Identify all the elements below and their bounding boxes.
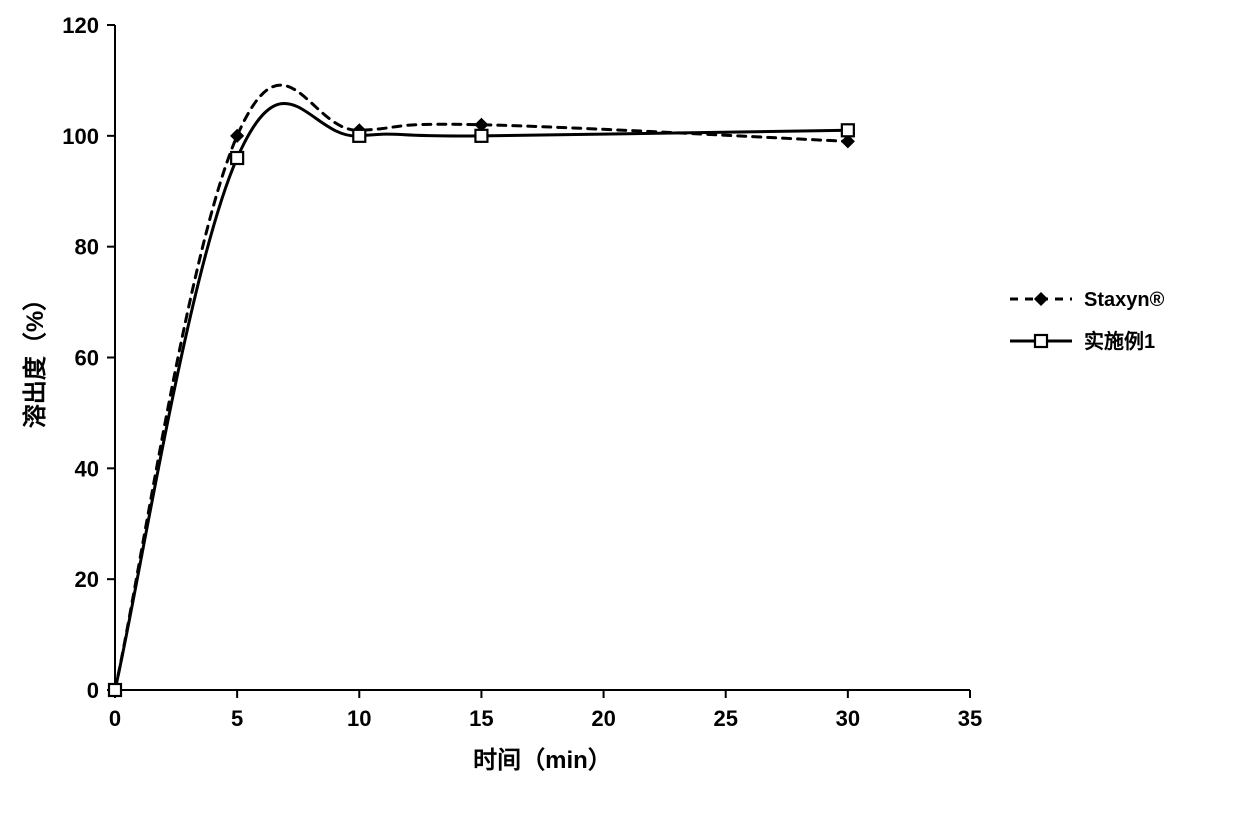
legend: Staxyn® 实施例1: [1010, 289, 1165, 353]
y-tick-label: 120: [62, 13, 99, 38]
y-tick-label: 100: [62, 124, 99, 149]
square-marker: [1035, 335, 1047, 347]
x-tick-label: 5: [231, 706, 243, 731]
y-tick-label: 60: [75, 346, 99, 371]
x-tick-label: 25: [713, 706, 737, 731]
legend-label: 实施例1: [1084, 329, 1155, 353]
square-marker: [109, 684, 121, 696]
dissolution-chart: 0 5 10 15 20 25 30 35 0 20 40 60 80 100 120 时间（min） 溶出度（…: [0, 0, 1240, 819]
square-marker: [475, 130, 487, 142]
x-tick-label: 20: [591, 706, 615, 731]
x-tick-label: 35: [958, 706, 982, 731]
legend-label: Staxyn®: [1084, 289, 1165, 311]
x-tick-label: 30: [836, 706, 860, 731]
series-line: [115, 85, 848, 690]
y-tick-label: 20: [75, 567, 99, 592]
y-tick-label: 80: [75, 235, 99, 260]
chart-svg: 0 5 10 15 20 25 30 35 0 20 40 60 80 100 120 时间（min） 溶出度（…: [0, 0, 1240, 819]
square-marker: [353, 130, 365, 142]
series-line: [115, 103, 848, 690]
y-tick-label: 0: [87, 678, 99, 703]
x-tick-label: 10: [347, 706, 371, 731]
axes: 0 5 10 15 20 25 30 35 0 20 40 60 80 100 120 时间（min） 溶出度（…: [21, 13, 982, 774]
square-marker: [842, 124, 854, 136]
diamond-marker: [231, 130, 243, 142]
y-tick-label: 40: [75, 456, 99, 481]
x-tick-label: 0: [109, 706, 121, 731]
series-Staxyn®: [109, 85, 854, 696]
series-实施例1: [109, 103, 854, 696]
y-axis-title: 溶出度（%）: [21, 287, 49, 428]
square-marker: [231, 152, 243, 164]
x-axis-title: 时间（min）: [473, 747, 612, 774]
diamond-marker: [1035, 293, 1047, 305]
x-tick-label: 15: [469, 706, 493, 731]
legend-item-1: 实施例1: [1010, 329, 1155, 353]
legend-item-0: Staxyn®: [1010, 289, 1165, 311]
